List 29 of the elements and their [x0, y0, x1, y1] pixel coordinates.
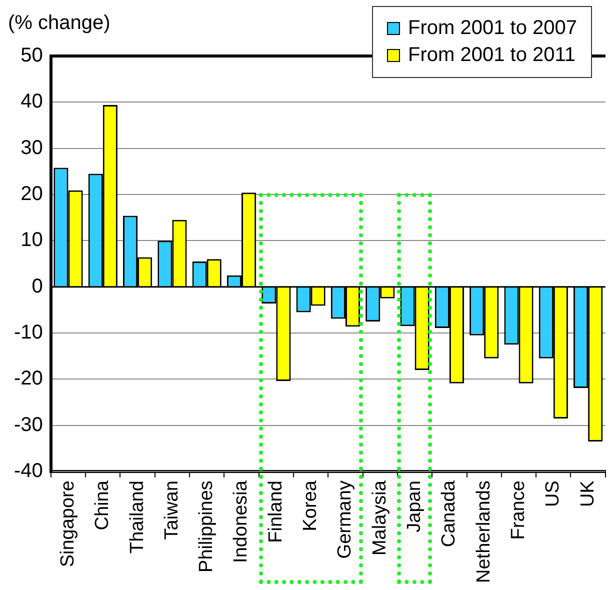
legend-label: From 2001 to 2011 [408, 44, 576, 67]
x-tick-label: Korea [300, 480, 322, 532]
x-tick-label: Germany [334, 480, 356, 559]
x-tick-label: Singapore [57, 480, 78, 568]
y-axis-title: (% change) [8, 12, 110, 35]
y-tick-label: 40 [20, 90, 43, 113]
x-tick-label: Finland [265, 480, 286, 543]
y-tick-label: -30 [14, 414, 43, 436]
x-tick-label: Thailand [126, 480, 148, 554]
y-tick-label: 50 [20, 44, 43, 67]
x-tick-label: UK [577, 480, 598, 507]
legend-label: From 2001 to 2007 [408, 17, 577, 40]
x-tick-label: Canada [438, 480, 460, 548]
y-tick-label: -10 [14, 322, 43, 344]
y-tick-label: -20 [14, 368, 43, 390]
x-tick-label: Japan [404, 480, 426, 532]
x-tick-label: US [542, 480, 564, 507]
x-tick-label: Taiwan [161, 480, 182, 540]
y-tick-label: 0 [32, 275, 43, 298]
x-tick-label: Indonesia [230, 480, 252, 563]
y-tick-label: 10 [20, 229, 43, 252]
x-tick-label: Philippines [196, 480, 218, 572]
y-tick-label: 20 [20, 183, 43, 206]
x-tick-label: Netherlands [473, 480, 494, 584]
x-tick-label: China [92, 480, 114, 530]
x-tick-label: France [508, 480, 529, 540]
x-tick-label: Malaysia [369, 480, 390, 556]
y-tick-label: 30 [20, 136, 43, 159]
y-tick-label: -40 [14, 460, 43, 482]
